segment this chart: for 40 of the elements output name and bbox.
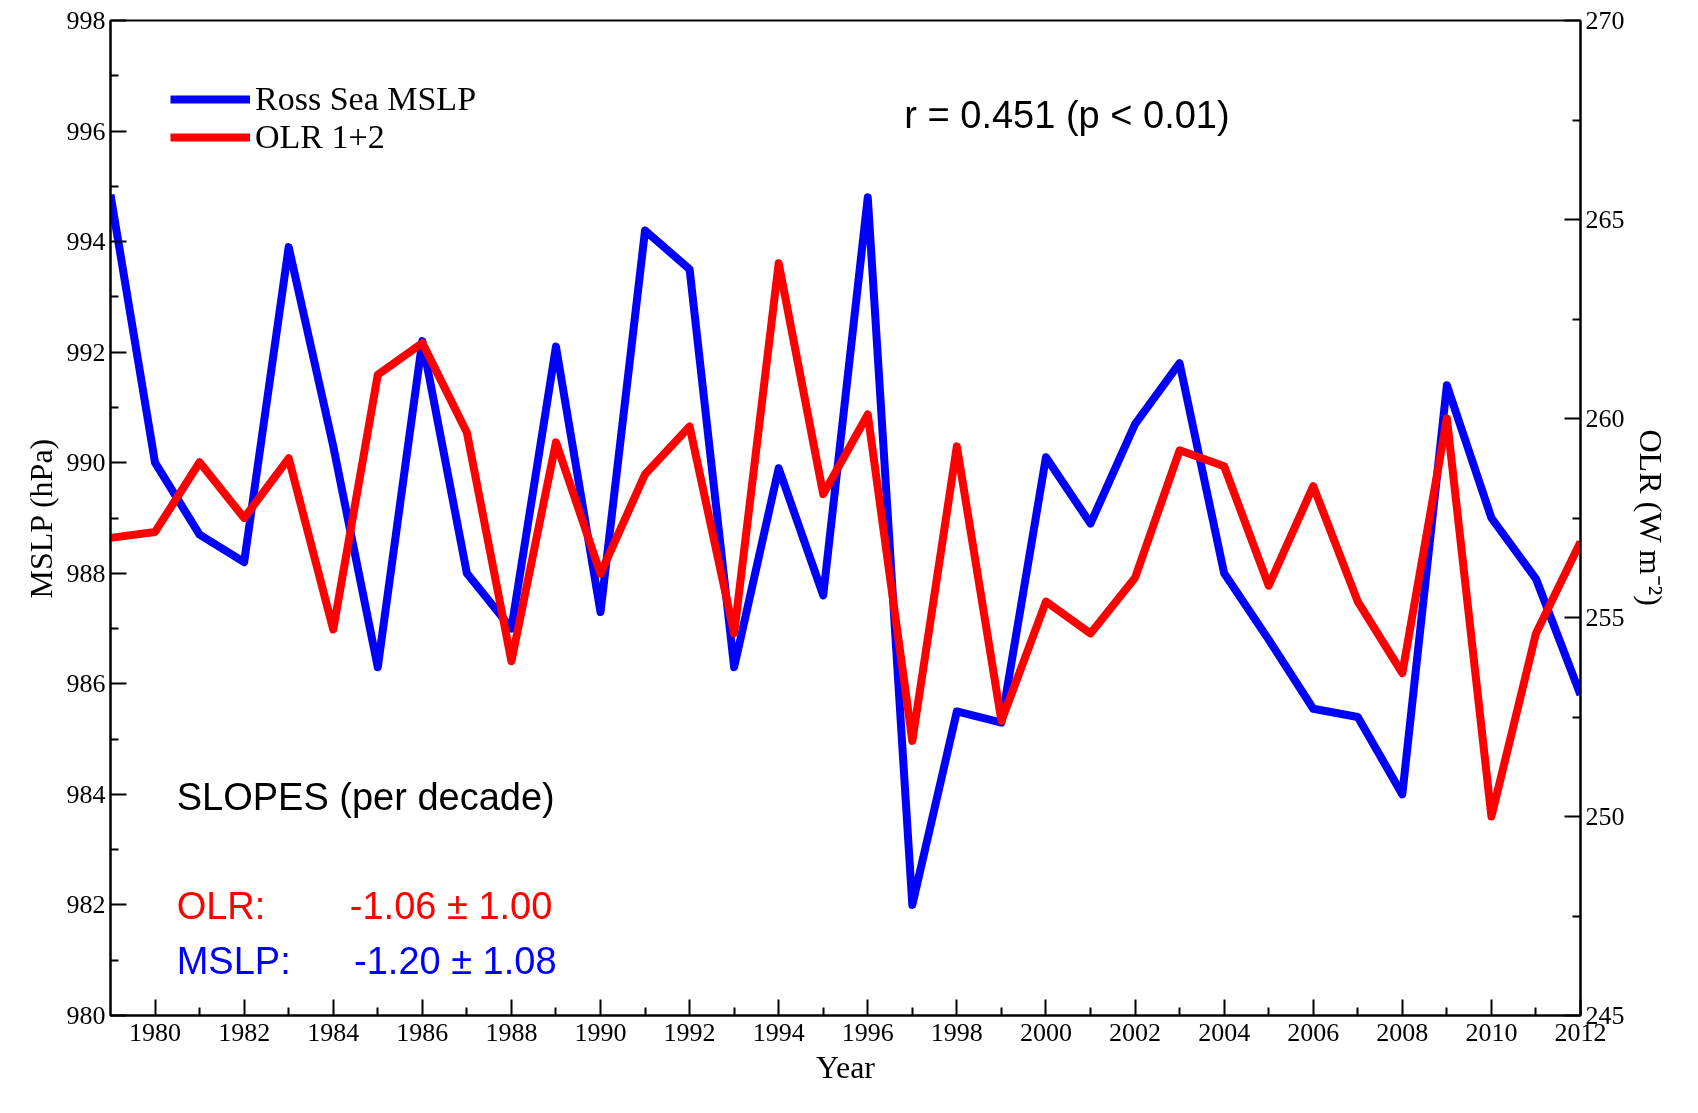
x-tick-label: 1998 [930,1017,983,1047]
x-tick-label: 1994 [752,1017,805,1047]
x-tick-label: 1996 [841,1017,894,1047]
x-tick-label: 1980 [129,1017,182,1047]
x-tick-label: 2002 [1109,1017,1162,1047]
y2-axis-title: OLR (W m⁻²) [1632,429,1669,606]
y-tick-label: 994 [66,227,106,257]
y-tick-label: 982 [66,890,106,920]
annotation: OLR: -1.06 ± 1.00 [176,885,553,928]
y-tick-label: 988 [66,558,106,588]
x-tick-label: 2000 [1019,1017,1072,1047]
y2-tick-label: 260 [1585,404,1625,433]
annotation: SLOPES (per decade) [176,775,555,818]
y2-tick-label: 255 [1585,603,1625,632]
y-tick-label: 984 [66,779,106,809]
x-tick-label: 2006 [1287,1017,1340,1047]
annotation: r = 0.451 (p < 0.01) [904,94,1230,137]
x-axis-title: Year [816,1048,876,1085]
y-tick-label: 980 [66,1001,106,1030]
y-axis-title: MSLP (hPa) [22,438,59,599]
x-tick-label: 2004 [1198,1017,1251,1047]
legend-label: OLR 1+2 [255,118,385,156]
x-tick-label: 1992 [663,1017,716,1047]
y-tick-label: 990 [66,448,106,478]
x-tick-label: 1988 [485,1017,538,1047]
y-tick-label: 986 [66,669,106,699]
legend-label: Ross Sea MSLP [255,80,477,118]
x-tick-label: 1982 [218,1017,271,1047]
y-tick-label: 998 [66,6,106,35]
y2-tick-label: 250 [1585,802,1625,831]
y-tick-label: 992 [66,337,106,367]
annotation: MSLP: -1.20 ± 1.08 [176,939,557,982]
x-tick-label: 1990 [574,1017,627,1047]
x-tick-label: 2010 [1465,1017,1518,1047]
x-tick-label: 1986 [396,1017,449,1047]
x-tick-label: 2008 [1376,1017,1429,1047]
y2-tick-label: 265 [1585,205,1625,234]
y-tick-label: 996 [66,116,106,146]
x-tick-label: 1984 [307,1017,360,1047]
y2-tick-label: 270 [1585,6,1625,35]
